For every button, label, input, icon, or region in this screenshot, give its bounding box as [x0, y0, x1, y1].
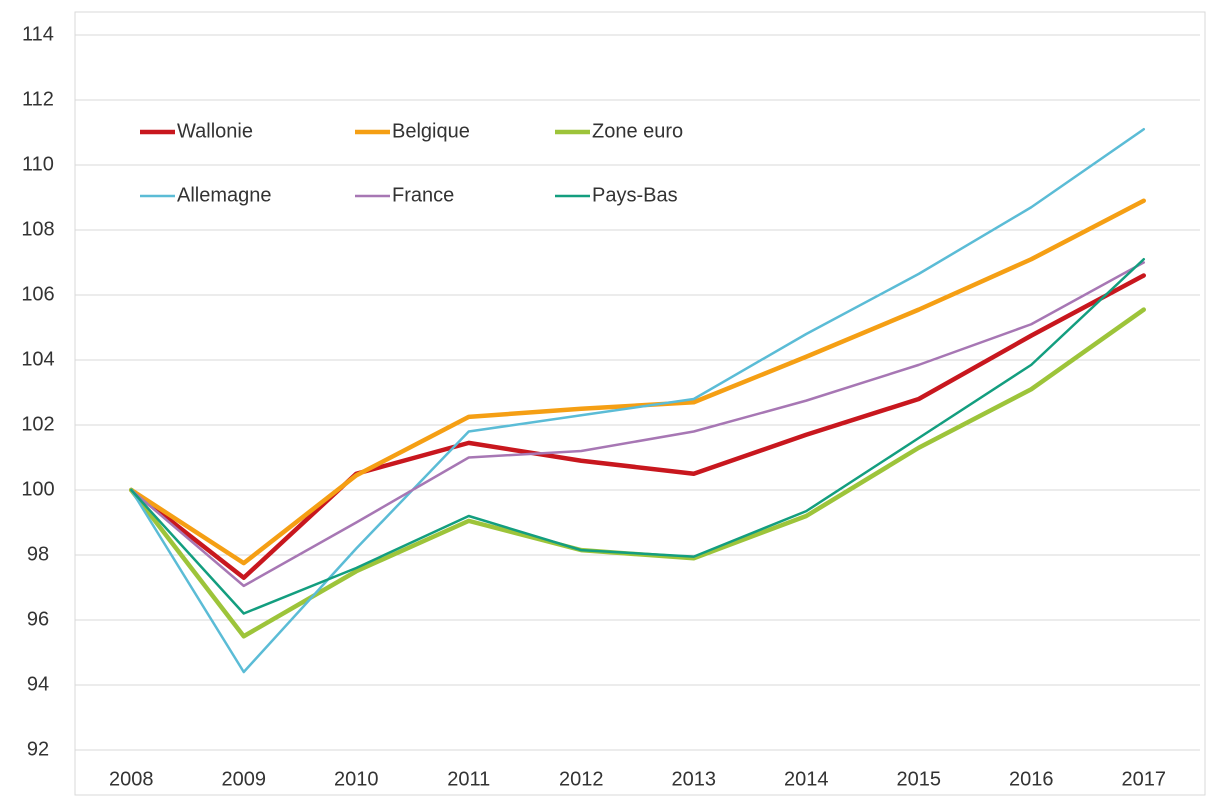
x-tick-label: 2016	[1009, 768, 1054, 790]
x-tick-label: 2015	[897, 768, 942, 790]
legend-label: Pays-Bas	[592, 184, 678, 206]
legend-label: France	[392, 184, 454, 206]
x-tick-label: 2014	[784, 768, 829, 790]
legend-label: Wallonie	[177, 120, 253, 142]
series-line	[129, 273, 1146, 580]
y-tick-label: 108	[21, 218, 54, 240]
y-tick-label: 102	[21, 413, 54, 435]
y-tick-label: 92	[27, 738, 49, 760]
series-line	[129, 198, 1146, 566]
y-tick-label: 106	[21, 283, 54, 305]
series-line	[130, 261, 1145, 588]
x-tick-label: 2010	[334, 768, 379, 790]
y-tick-label: 112	[22, 88, 54, 110]
y-tick-label: 110	[22, 153, 54, 175]
y-tick-label: 100	[21, 478, 54, 500]
legend-label: Zone euro	[592, 120, 683, 142]
x-tick-label: 2011	[447, 768, 490, 790]
legend-label: Allemagne	[177, 184, 272, 206]
legend-label: Belgique	[392, 120, 470, 142]
x-tick-label: 2013	[672, 768, 717, 790]
series-line	[130, 258, 1145, 615]
x-tick-label: 2012	[559, 768, 604, 790]
y-tick-label: 98	[27, 543, 49, 565]
x-tick-label: 2009	[222, 768, 267, 790]
y-tick-label: 114	[22, 23, 54, 45]
y-tick-label: 96	[27, 608, 49, 630]
series-line	[130, 128, 1145, 674]
chart-frame	[74, 11, 1206, 796]
y-tick-label: 94	[27, 673, 49, 695]
y-tick-label: 104	[21, 348, 54, 370]
x-tick-label: 2008	[109, 768, 154, 790]
x-tick-label: 2017	[1122, 768, 1167, 790]
